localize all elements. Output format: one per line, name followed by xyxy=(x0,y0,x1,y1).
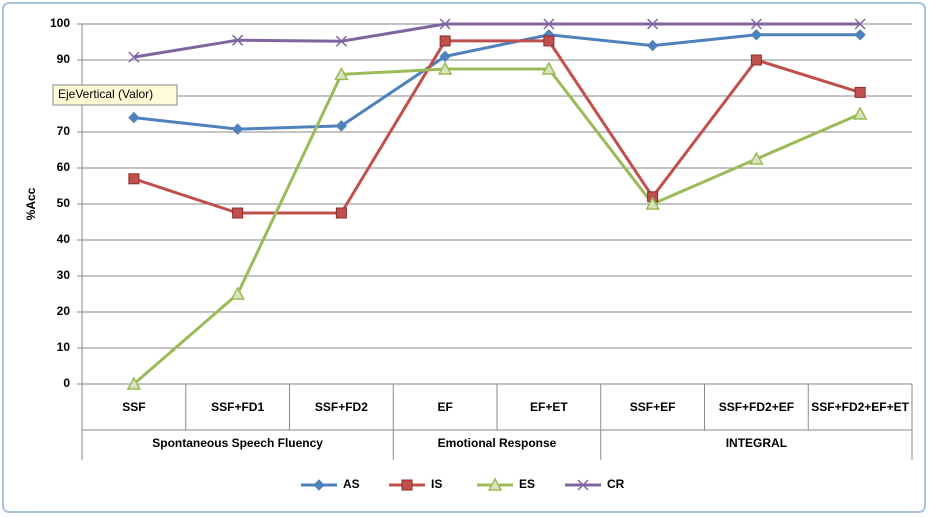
data-point xyxy=(335,120,348,132)
y-tick-label: 70 xyxy=(57,124,71,138)
data-point xyxy=(749,151,764,165)
x-tick-label: EF xyxy=(437,400,452,414)
data-point xyxy=(645,196,660,210)
series-line xyxy=(132,67,861,386)
data-point xyxy=(854,18,866,30)
y-tick-label: 10 xyxy=(57,340,71,354)
group-label: INTEGRAL xyxy=(726,436,787,450)
data-point xyxy=(128,51,140,63)
series-line xyxy=(133,33,861,131)
data-point xyxy=(750,29,763,41)
data-point xyxy=(335,35,347,47)
x-tick-label: SSF+EF xyxy=(630,400,676,414)
legend-label: CR xyxy=(607,477,625,491)
y-tick-label: 100 xyxy=(50,16,70,30)
data-point xyxy=(126,376,142,390)
data-point xyxy=(852,106,868,120)
data-point xyxy=(750,18,762,30)
tooltip-text: EjeVertical (Valor) xyxy=(58,87,153,101)
data-point xyxy=(854,29,866,41)
data-point xyxy=(541,61,557,75)
data-point xyxy=(647,18,659,30)
x-tick-label: SSF+FD2+EF+ET xyxy=(811,400,909,414)
data-point xyxy=(543,35,555,47)
data-point xyxy=(335,207,347,219)
data-point xyxy=(128,111,140,124)
series-line xyxy=(133,22,861,59)
x-tick-label: SSF+FD2+EF xyxy=(719,400,794,414)
data-point xyxy=(439,35,451,47)
data-point xyxy=(439,18,451,30)
legend-marker xyxy=(577,479,589,491)
x-tick-label: SSF+FD1 xyxy=(211,400,264,414)
legend-marker xyxy=(401,479,413,491)
legend-label: AS xyxy=(343,477,360,491)
data-point xyxy=(232,34,244,46)
group-label: Spontaneous Speech Fluency xyxy=(152,436,323,450)
tooltip-box xyxy=(52,84,178,106)
data-point xyxy=(128,173,140,185)
data-point xyxy=(334,66,349,81)
y-tick-label: 40 xyxy=(57,232,71,246)
y-tick-label: 60 xyxy=(57,160,71,174)
data-point xyxy=(437,61,453,75)
y-axis-label: %Acc xyxy=(24,187,38,220)
legend-label: ES xyxy=(519,477,535,491)
y-tick-label: 0 xyxy=(63,376,70,390)
legend-marker xyxy=(313,479,325,491)
y-tick-label: 90 xyxy=(57,52,71,66)
x-tick-label: SSF xyxy=(122,400,145,414)
data-point xyxy=(543,18,555,30)
series-line xyxy=(133,39,861,215)
data-point xyxy=(854,86,866,98)
group-label: Emotional Response xyxy=(438,436,557,450)
data-point xyxy=(230,286,245,300)
data-point xyxy=(439,50,451,63)
x-tick-label: EF+ET xyxy=(530,400,568,414)
data-point xyxy=(231,123,244,135)
legend-marker xyxy=(487,477,503,491)
data-point xyxy=(750,54,762,66)
y-tick-label: 50 xyxy=(57,196,71,210)
tooltip: EjeVertical (Valor) xyxy=(52,84,178,106)
data-point xyxy=(232,207,244,219)
y-tick-label: 20 xyxy=(57,304,71,318)
y-tick-label: 30 xyxy=(57,268,71,282)
legend-label: IS xyxy=(431,477,442,491)
data-point xyxy=(646,39,659,52)
x-tick-label: SSF+FD2 xyxy=(315,400,368,414)
